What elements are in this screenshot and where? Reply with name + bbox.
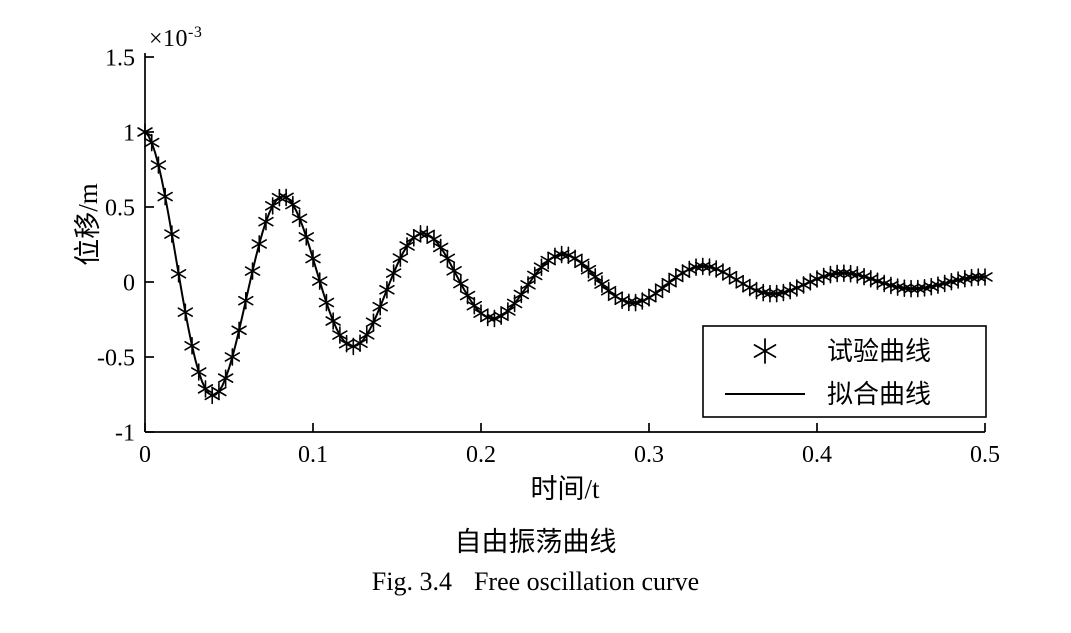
legend-entry-label: 拟合曲线: [827, 380, 931, 409]
oscillation-chart: 0 0.1 0.2 0.3 0.4 0.5 -1 -0.5 0 0.5 1 1.5 时间/t 位移/m 试验…: [73, 45, 1000, 504]
x-tick-label: 0: [139, 442, 151, 468]
figure-title: Free oscillation curve: [473, 567, 700, 596]
y-axis-ticks: -1 -0.5 0 0.5 1 1.5: [97, 45, 154, 446]
y-axis-scale-label: ×10-3: [149, 24, 202, 53]
y-tick-label: 1: [123, 120, 135, 146]
caption-chinese: 自由振荡曲线: [454, 527, 617, 557]
scale-exponent: -3: [188, 24, 203, 41]
scale-prefix: ×10: [149, 26, 189, 52]
legend-entry-label: 试验曲线: [827, 337, 931, 366]
axis-labels: 时间/t 位移/m: [73, 183, 600, 504]
y-tick-label: 0: [123, 270, 135, 296]
y-tick-label: -1: [115, 420, 135, 446]
x-tick-label: 0.5: [970, 442, 1000, 468]
legend-box: [702, 325, 987, 418]
axes: [144, 53, 985, 433]
legend-entry-0: 试验曲线: [753, 337, 931, 366]
x-axis-label: 时间/t: [530, 474, 600, 504]
x-tick-label: 0.3: [634, 442, 664, 468]
series-fitted-line: [144, 131, 986, 397]
y-tick-label: -0.5: [97, 345, 135, 371]
y-tick-label: 0.5: [105, 195, 135, 221]
legend-entry-1: 拟合曲线: [725, 380, 931, 409]
caption-figure: Fig. 3.4 Free oscillation curve: [0, 567, 1071, 597]
y-axis-label: 位移/m: [73, 183, 103, 266]
x-tick-label: 0.1: [298, 442, 328, 468]
x-axis-ticks: 0 0.1 0.2 0.3 0.4 0.5: [139, 423, 1000, 468]
x-tick-label: 0.2: [466, 442, 496, 468]
y-tick-label: 1.5: [105, 45, 135, 71]
figure-label: Fig. 3.4: [371, 567, 452, 596]
x-tick-label: 0.4: [802, 442, 832, 468]
